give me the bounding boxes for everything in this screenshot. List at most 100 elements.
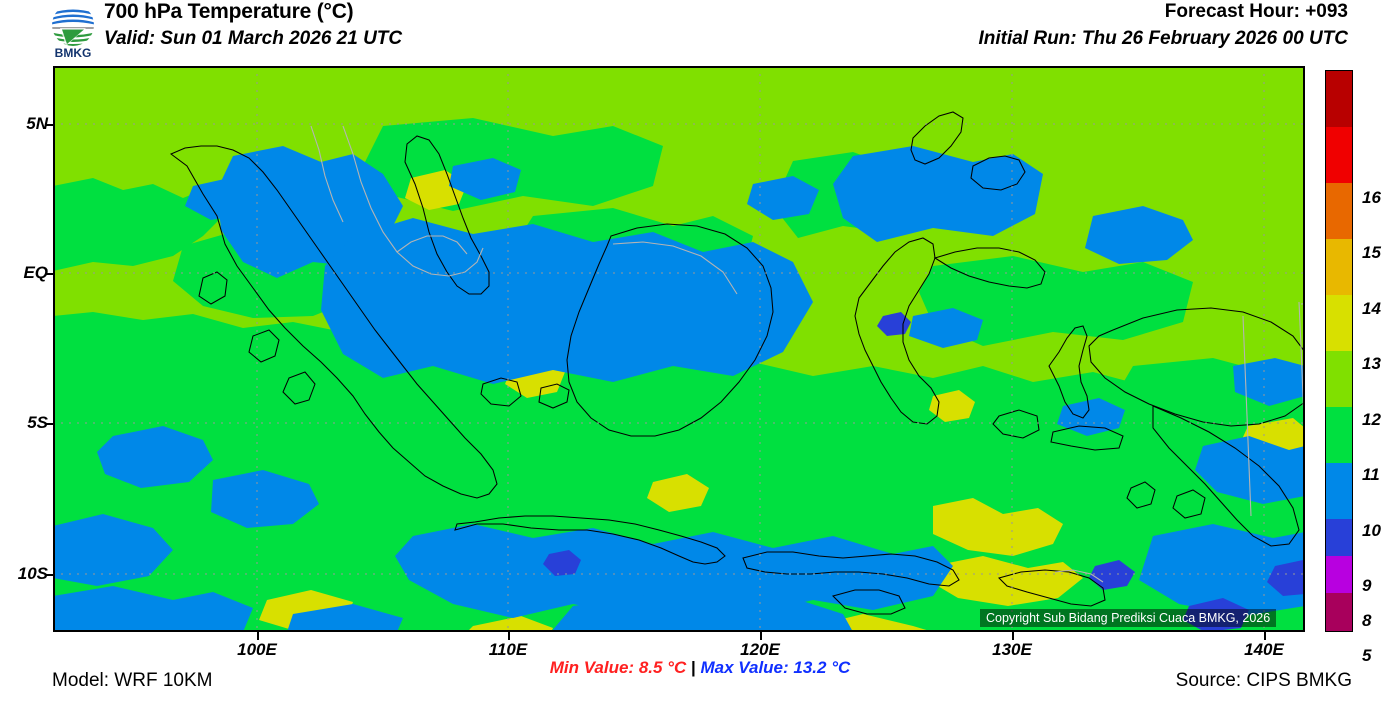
temp-band-8-9-c — [1089, 560, 1135, 590]
y-axis-tick-eq — [45, 273, 53, 275]
coastline-sulawesi-arm — [933, 247, 1046, 289]
temp-band-9-10-sm2 — [449, 158, 521, 200]
temp-band-9-10-n1 — [1085, 206, 1193, 264]
max-value-label: Max Value: 13.2 °C — [700, 658, 851, 677]
temp-band-9-10-sm — [1057, 398, 1125, 436]
bmkg-logo-mark: BMKG — [52, 4, 94, 60]
temp-band-10-11-sul — [919, 256, 1193, 346]
temp-band-9-10-e1 — [1195, 436, 1305, 504]
x-axis-tick-140e — [1264, 632, 1266, 640]
temp-band-12-13-timor — [931, 556, 1083, 606]
temp-band-9-10-java — [395, 524, 953, 618]
y-axis-tick-10s — [45, 574, 53, 576]
coastline-papua — [1088, 307, 1305, 427]
colorbar-label-14: 14 — [1362, 299, 1381, 318]
x-axis-label-100e: 100E — [237, 640, 277, 659]
temp-band-9-10-sw2 — [53, 586, 253, 632]
valid-time-label: Valid: Sun 01 March 2026 21 UTC — [104, 28, 403, 49]
temp-band-9-10-e3 — [1233, 358, 1305, 406]
coastline-java — [454, 515, 726, 565]
copyright-watermark: Copyright Sub Bidang Prediksi Cuaca BMKG… — [980, 609, 1277, 627]
border-thai-malay — [396, 235, 468, 255]
coastline-borneo — [566, 223, 774, 437]
colorbar-label-13: 13 — [1362, 354, 1381, 373]
coastline-bangka — [480, 377, 522, 407]
coastline-belitung — [538, 383, 570, 409]
border-borneo-split — [612, 241, 738, 295]
y-axis-label-5s: 5S — [27, 413, 48, 432]
colorbar-label-16: 16 — [1362, 188, 1381, 207]
x-axis-label-110e: 110E — [488, 640, 528, 659]
temp-band-9-10-sunda2 — [211, 470, 319, 528]
temp-band-9-10-sw3 — [287, 604, 403, 632]
border-layer — [310, 125, 1305, 583]
x-axis-label-130e: 130E — [992, 640, 1032, 659]
page-title: 700 hPa Temperature (°C) — [104, 0, 354, 23]
temp-band-9-10-sulu — [833, 146, 1043, 242]
x-axis-tick-130e — [1012, 632, 1014, 640]
colorbar-segment-8 — [1326, 519, 1352, 556]
temp-band-9-10-sw1 — [53, 514, 173, 586]
colorbar-segment-4 — [1326, 295, 1352, 351]
colorbar-segment-9 — [1326, 556, 1352, 593]
bmkg-logo: BMKG — [44, 2, 102, 60]
source-label: Source: CIPS BMKG — [1175, 670, 1352, 691]
temp-band-12-13-i — [467, 616, 553, 632]
y-axis-label-10s: 10S — [17, 564, 48, 583]
colorbar-segment-1 — [1326, 127, 1352, 183]
min-value-label: Min Value: 8.5 °C — [549, 658, 687, 677]
coastline-sumba — [831, 589, 906, 615]
coastline-mentawai — [248, 329, 280, 363]
temp-band-9-10-southsea — [551, 594, 853, 632]
forecast-hour-label: Forecast Hour: +093 — [1164, 1, 1348, 22]
y-axis-tick-5s — [45, 423, 53, 425]
colorbar-segment-5 — [1326, 351, 1352, 407]
coastline-buru — [992, 409, 1040, 439]
temp-band-8-9-d — [543, 550, 581, 576]
temp-band-9-10-sunda — [97, 426, 213, 488]
y-axis-tick-5n — [45, 124, 53, 126]
colorbar-segment-2 — [1326, 183, 1352, 239]
colorbar-label-9: 9 — [1362, 576, 1372, 595]
temp-band-9-10-malacca — [321, 218, 813, 384]
temp-band-12-13-g — [929, 390, 975, 422]
colorbar-segment-6 — [1326, 407, 1352, 463]
coastline-mentawai2 — [282, 371, 316, 405]
coastline-seram — [1050, 425, 1124, 451]
colorbar-label-8: 8 — [1362, 611, 1372, 630]
colorbar-label-11: 11 — [1362, 465, 1380, 484]
temp-band-9-10-sm3 — [185, 178, 253, 220]
coastline-mindanao — [970, 155, 1026, 191]
colorbar-segment-10 — [1326, 593, 1352, 631]
x-axis-tick-120e — [760, 632, 762, 640]
map-canvas — [53, 66, 1305, 632]
colorbar-label-5: 5 — [1362, 646, 1372, 665]
border-timor-leste — [1054, 569, 1104, 583]
border-myanmar — [310, 125, 344, 223]
coastline-halmahera — [1048, 325, 1090, 419]
coastline-papua-south — [1152, 405, 1300, 547]
coastline-nias — [198, 271, 228, 305]
border-png-west — [1242, 315, 1252, 517]
coastline-sulawesi — [854, 237, 940, 425]
temperature-map[interactable] — [53, 66, 1305, 632]
bmkg-logo-text: BMKG — [55, 46, 92, 60]
graticule-layer — [53, 66, 1305, 632]
temp-band-8-9-a — [1267, 560, 1305, 596]
temp-band-9-10-n2 — [909, 308, 983, 348]
min-max-values: Min Value: 8.5 °C | Max Value: 13.2 °C — [0, 658, 1400, 678]
coastline-timor — [997, 569, 1106, 607]
temp-band-8-9-b — [1183, 598, 1249, 632]
x-axis-tick-110e — [508, 632, 510, 640]
y-axis-label-5n: 5N — [26, 114, 48, 133]
temp-band-12-13-f — [647, 474, 709, 512]
model-label: Model: WRF 10KM — [52, 670, 213, 691]
page-header: BMKG 700 hPa Temperature (°C) Valid: Sun… — [0, 0, 1400, 62]
coastline-sumatra — [169, 145, 498, 499]
colorbar-label-10: 10 — [1362, 521, 1381, 540]
border-indochina — [342, 125, 484, 277]
x-axis-tick-100e — [257, 632, 259, 640]
value-separator: | — [690, 658, 696, 677]
temperature-colorbar[interactable] — [1325, 70, 1353, 632]
colorbar-label-12: 12 — [1362, 410, 1381, 429]
